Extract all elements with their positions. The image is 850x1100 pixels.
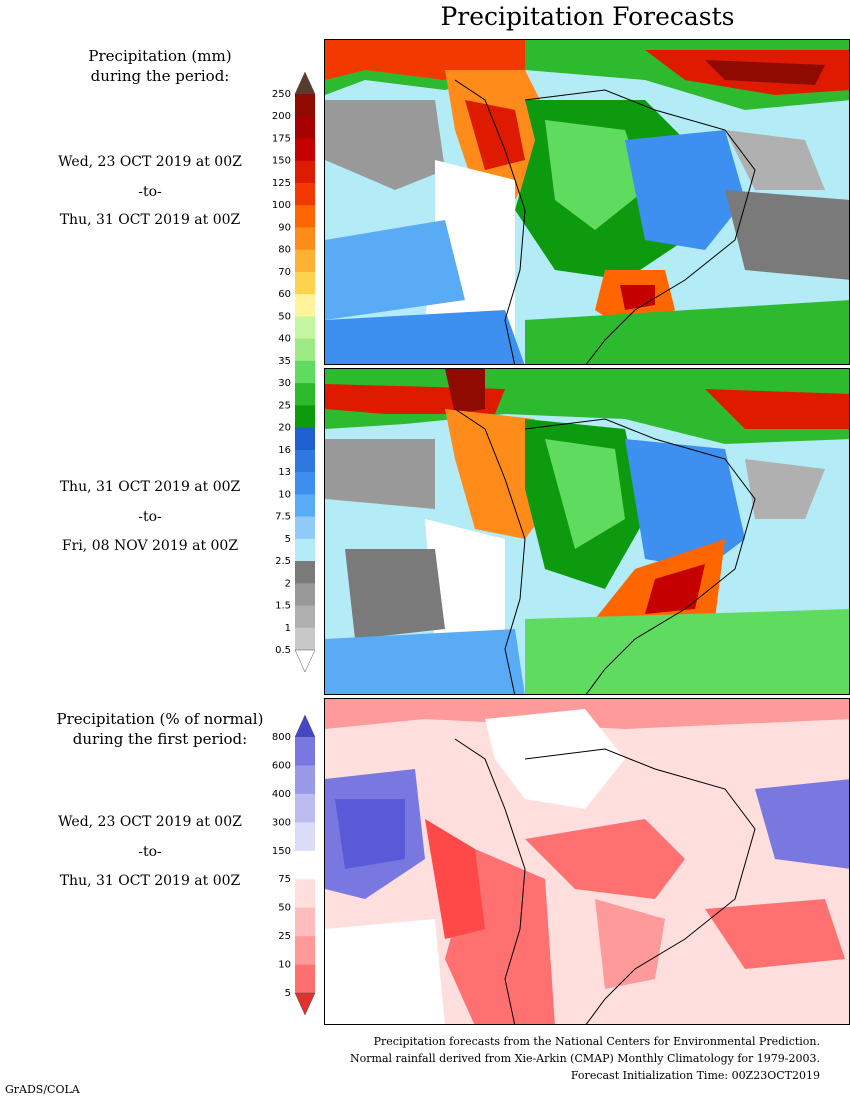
colorbar-tick-label: 10 xyxy=(278,960,291,971)
colorbar-tick-label: 30 xyxy=(278,378,291,389)
colorbar-segment xyxy=(295,936,315,966)
colorbar-tick-label: 300 xyxy=(272,817,291,828)
colorbar-segment xyxy=(295,205,315,228)
colorbar-tick-label: 60 xyxy=(278,289,291,300)
colorbar-tick-label: 75 xyxy=(278,874,291,885)
colorbar-tick-label: 35 xyxy=(278,356,291,367)
footer-line1: Precipitation forecasts from the Nationa… xyxy=(373,1035,820,1048)
colorbar-tick-label: 40 xyxy=(278,334,291,345)
colorbar-segment xyxy=(295,182,315,206)
period2-end: Fri, 08 NOV 2019 at 00Z xyxy=(61,538,239,554)
colorbar-tick-label: 600 xyxy=(272,760,291,771)
pct-heading-line2: during the first period: xyxy=(72,730,248,748)
colorbar-segment xyxy=(295,561,315,584)
colorbar-segment xyxy=(295,427,315,451)
colorbar-tick-label: 50 xyxy=(278,311,291,322)
precip-colorbar: 250 200 175 150 125 100 90 80 70 60 50 40 35 30 25 20 16… xyxy=(255,71,325,673)
precip-heading-line1: Precipitation (mm) xyxy=(88,47,232,65)
page-title: Precipitation Forecasts xyxy=(440,2,735,31)
colorbar-segment xyxy=(295,449,315,473)
period1-end: Thu, 31 OCT 2019 at 00Z xyxy=(59,212,241,228)
colorbar-tick-label: 70 xyxy=(278,267,291,278)
colorbar-tick-label: 2 xyxy=(285,578,291,589)
colorbar-tick-label: 1.5 xyxy=(275,601,291,612)
colorbar-tick-label: 175 xyxy=(272,133,291,144)
colorbar-bottom-triangle xyxy=(294,649,316,673)
colorbar-segment xyxy=(295,316,315,340)
colorbar-tick-label: 13 xyxy=(278,467,291,478)
colorbar-tick-label: 100 xyxy=(272,200,291,211)
colorbar-tick-label: 25 xyxy=(278,931,291,942)
colorbar-tick-label: 5 xyxy=(285,534,291,545)
colorbar-segment xyxy=(295,227,315,251)
period2-start: Thu, 31 OCT 2019 at 00Z xyxy=(59,479,241,495)
colorbar-tick-label: 200 xyxy=(272,111,291,122)
colorbar-tick-label: 20 xyxy=(278,423,291,434)
pct-legend-heading: Precipitation (% of normal) during the f… xyxy=(0,709,330,749)
colorbar-segment xyxy=(295,94,315,117)
colorbar-segment xyxy=(295,405,315,429)
colorbar-segment xyxy=(295,964,315,994)
colorbar-top-triangle xyxy=(294,71,316,95)
colorbar-segment xyxy=(295,605,315,629)
precip-legend-heading: Precipitation (mm) during the period: xyxy=(0,46,320,86)
colorbar-segment xyxy=(295,472,315,495)
colorbar-tick-label: 125 xyxy=(272,178,291,189)
colorbar-tick-label: 2.5 xyxy=(275,556,291,567)
colorbar-segment xyxy=(295,360,315,384)
colorbar-tick-label: 150 xyxy=(272,156,291,167)
period2-sep: -to- xyxy=(138,509,162,525)
colorbar-tick-label: 16 xyxy=(278,445,291,456)
colorbar-tick-label: 0.5 xyxy=(275,645,291,656)
colorbar-segment xyxy=(295,383,315,406)
footer-line3: Forecast Initialization Time: 00Z23OCT20… xyxy=(570,1069,820,1082)
colorbar-segment xyxy=(295,271,315,295)
period1-sep: -to- xyxy=(138,184,162,200)
colorbar-tick-label: 90 xyxy=(278,222,291,233)
colorbar-tick-label: 250 xyxy=(272,89,291,100)
colorbar-segment xyxy=(295,138,315,162)
colorbar-segment xyxy=(295,822,315,852)
colorbar-segment xyxy=(295,793,315,823)
colorbar-segment xyxy=(295,583,315,607)
colorbar-tick-label: 25 xyxy=(278,400,291,411)
colorbar-segment xyxy=(295,879,315,909)
pct-heading-line1: Precipitation (% of normal) xyxy=(56,710,264,728)
colorbar-segment xyxy=(295,494,315,518)
colorbar-tick-label: 800 xyxy=(272,732,291,743)
colorbar-tick-label: 1 xyxy=(285,623,291,634)
colorbar-tick-label: 80 xyxy=(278,245,291,256)
colorbar-tick-label: 50 xyxy=(278,903,291,914)
colorbar-segment xyxy=(295,737,315,766)
precip-heading-line2: during the period: xyxy=(90,67,230,85)
colorbar-tick-label: 400 xyxy=(272,789,291,800)
period1-start: Wed, 23 OCT 2019 at 00Z xyxy=(58,154,242,170)
period3-start: Wed, 23 OCT 2019 at 00Z xyxy=(58,814,242,830)
credit-label: GrADS/COLA xyxy=(5,1083,80,1096)
colorbar-segment xyxy=(295,338,315,362)
colorbar-top-triangle xyxy=(294,714,316,738)
colorbar-tick-label: 7.5 xyxy=(275,512,291,523)
map-panel-period2 xyxy=(324,368,850,695)
map-panel-period1 xyxy=(324,39,850,365)
colorbar-segment xyxy=(295,850,315,880)
pct-colorbar: 800 600 400 300 150 75 50 25 10 5 xyxy=(255,714,325,1016)
colorbar-segment xyxy=(295,765,315,795)
colorbar-segment xyxy=(295,538,315,562)
colorbar-segment xyxy=(295,627,315,651)
colorbar-segment xyxy=(295,516,315,540)
colorbar-segment xyxy=(295,160,315,184)
colorbar-segment xyxy=(295,294,315,317)
colorbar-bottom-triangle xyxy=(294,992,316,1016)
period3-sep: -to- xyxy=(138,844,162,860)
colorbar-tick-label: 10 xyxy=(278,489,291,500)
footer-line2: Normal rainfall derived from Xie-Arkin (… xyxy=(350,1052,820,1065)
colorbar-segment xyxy=(295,249,315,273)
period3-end: Thu, 31 OCT 2019 at 00Z xyxy=(59,873,241,889)
colorbar-tick-label: 150 xyxy=(272,846,291,857)
colorbar-tick-label: 5 xyxy=(285,988,291,999)
colorbar-segment xyxy=(295,907,315,937)
map-panel-percent-normal xyxy=(324,698,850,1025)
colorbar-segment xyxy=(295,116,315,139)
